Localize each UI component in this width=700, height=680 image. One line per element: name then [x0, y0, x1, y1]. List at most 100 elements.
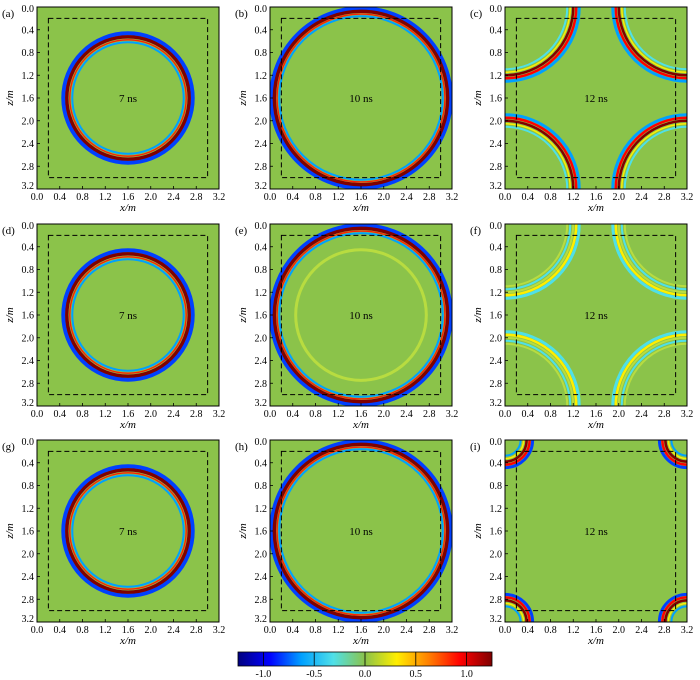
x-tick-label: 1.6 — [122, 625, 135, 636]
y-tick-label: 2.0 — [255, 549, 268, 560]
panel-label: (d) — [2, 225, 15, 237]
y-tick-label: 1.2 — [22, 71, 35, 82]
wavefront-peak — [272, 9, 450, 187]
y-axis-label: z/m — [472, 523, 484, 539]
colorbar-tick-label: 0.5 — [410, 669, 423, 680]
x-tick-label: 1.6 — [355, 409, 368, 420]
colorbar-tick-label: -1.0 — [255, 669, 271, 680]
time-label: 12 ns — [584, 526, 608, 538]
x-tick-label: 0.8 — [76, 409, 89, 420]
x-tick-label: 1.2 — [332, 409, 345, 420]
panel-c: 0.0 0.4 0.8 1.2 1.6 2.0 2.4 2.8 3.2 0.4 0.8 1.2 1.6 2… — [470, 4, 693, 214]
y-tick-label: 2.4 — [490, 572, 503, 583]
y-tick-label: 2.4 — [255, 139, 268, 150]
y-tick-label: 2.0 — [22, 549, 35, 560]
y-tick-label: 0.8 — [255, 265, 268, 276]
y-tick-label: 1.6 — [255, 311, 268, 322]
y-tick-label: 2.8 — [490, 595, 503, 606]
y-tick-label: 0.8 — [255, 481, 268, 492]
x-tick-label: 2.8 — [190, 625, 203, 636]
x-tick-label: 0.8 — [309, 409, 322, 420]
y-tick-label: 2.4 — [255, 572, 268, 583]
y-tick-label: 2.8 — [22, 595, 35, 606]
y-tick-label: 0.4 — [22, 458, 35, 469]
x-tick-label: 1.2 — [99, 409, 112, 420]
y-tick-label: 1.6 — [255, 94, 268, 105]
x-tick-label: 1.6 — [122, 409, 135, 420]
x-tick-label: 2.0 — [378, 192, 391, 203]
y-tick-label: 0.0 — [255, 4, 268, 15]
x-tick-label: 0.4 — [522, 409, 535, 420]
y-tick-label: 0.0 — [255, 437, 268, 448]
wavefront-peak — [272, 442, 450, 620]
y-tick-label: 1.2 — [255, 71, 268, 82]
x-tick-label: 1.6 — [590, 625, 603, 636]
time-label: 7 ns — [119, 93, 137, 105]
wavefront-inner — [71, 258, 185, 372]
y-tick-label: 0.0 — [490, 221, 503, 232]
x-tick-label: 1.6 — [355, 192, 368, 203]
wavefront-mid — [276, 13, 446, 183]
panel-label: (i) — [470, 441, 481, 453]
y-tick-label: 0.8 — [22, 48, 35, 59]
time-label: 10 ns — [349, 310, 373, 322]
wavefront-mid — [276, 446, 446, 616]
x-tick-label: 1.2 — [332, 192, 345, 203]
wavefront-mid — [69, 39, 187, 157]
wavefront-peak — [272, 226, 450, 404]
panel-label: (h) — [235, 441, 248, 453]
panel-label: (a) — [2, 8, 15, 20]
x-tick-label: 3.2 — [213, 192, 226, 203]
x-tick-label: 0.0 — [499, 192, 512, 203]
colorbar-tick-label: 0.0 — [359, 669, 372, 680]
x-tick-label: 0.0 — [264, 409, 277, 420]
x-tick-label: 2.4 — [167, 625, 180, 636]
x-tick-label: 1.2 — [567, 192, 580, 203]
panel-label: (g) — [2, 441, 15, 453]
y-tick-label: 0.4 — [22, 242, 35, 253]
x-tick-label: 0.0 — [264, 192, 277, 203]
y-tick-label: 1.2 — [490, 71, 503, 82]
y-tick-label: 0.0 — [22, 437, 35, 448]
y-tick-label: 2.8 — [22, 162, 35, 173]
x-axis-label: x/m — [587, 419, 604, 431]
x-tick-label: 2.4 — [167, 409, 180, 420]
y-tick-label: 3.2 — [22, 181, 35, 192]
y-tick-label: 1.2 — [255, 288, 268, 299]
x-tick-label: 2.0 — [613, 192, 626, 203]
y-tick-label: 0.8 — [490, 481, 503, 492]
y-tick-label: 0.4 — [490, 25, 503, 36]
y-axis-label: z/m — [4, 90, 16, 106]
x-tick-label: 2.0 — [613, 625, 626, 636]
x-tick-label: 0.4 — [522, 192, 535, 203]
y-tick-label: 3.2 — [255, 614, 268, 625]
y-tick-label: 2.4 — [22, 139, 35, 150]
x-tick-label: 1.6 — [122, 192, 135, 203]
x-tick-label: 2.4 — [400, 625, 413, 636]
x-tick-label: 3.2 — [446, 409, 459, 420]
panel-label: (c) — [470, 8, 483, 20]
x-tick-label: 3.2 — [213, 409, 226, 420]
time-label: 12 ns — [584, 93, 608, 105]
time-label: 10 ns — [349, 526, 373, 538]
x-tick-label: 2.8 — [658, 409, 671, 420]
y-tick-label: 0.4 — [255, 25, 268, 36]
y-tick-label: 2.8 — [255, 379, 268, 390]
y-tick-label: 0.8 — [255, 48, 268, 59]
y-tick-label: 2.0 — [490, 333, 503, 344]
y-tick-label: 2.8 — [22, 379, 35, 390]
wavefront-mid — [69, 256, 187, 374]
colorbar-tick-label: 1.0 — [460, 669, 473, 680]
wavefront-mid — [69, 472, 187, 590]
y-tick-label: 3.2 — [255, 398, 268, 409]
y-tick-label: 0.4 — [490, 242, 503, 253]
y-tick-label: 2.8 — [255, 162, 268, 173]
x-tick-label: 2.8 — [423, 625, 436, 636]
panel-label: (e) — [235, 225, 248, 237]
y-tick-label: 1.6 — [22, 527, 35, 538]
x-tick-label: 1.2 — [567, 625, 580, 636]
x-tick-label: 0.4 — [287, 192, 300, 203]
x-tick-label: 3.2 — [446, 625, 459, 636]
x-tick-label: 3.2 — [446, 192, 459, 203]
